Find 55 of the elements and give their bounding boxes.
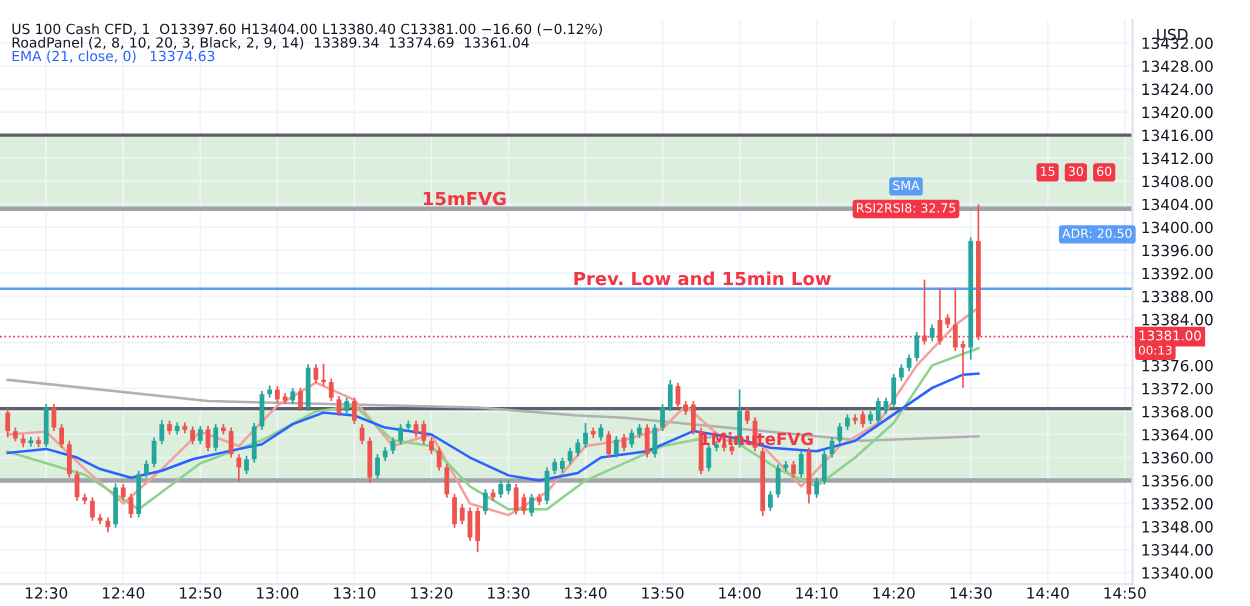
candlestick bbox=[821, 449, 827, 486]
candlestick bbox=[59, 423, 65, 449]
candlestick bbox=[367, 436, 373, 484]
candlestick bbox=[313, 363, 319, 385]
candlestick bbox=[421, 419, 427, 446]
candlestick bbox=[606, 430, 612, 459]
ref-line-label: Prev. Low and 15min Low bbox=[574, 271, 831, 286]
candlestick bbox=[305, 363, 311, 412]
candlestick bbox=[482, 488, 488, 516]
candlestick bbox=[5, 407, 11, 439]
candlestick bbox=[90, 496, 95, 522]
candlestick bbox=[197, 425, 203, 446]
candlestick bbox=[321, 362, 326, 387]
candlestick bbox=[475, 506, 481, 553]
candlestick bbox=[66, 439, 72, 479]
candlestick bbox=[375, 453, 380, 480]
candlestick bbox=[436, 446, 442, 472]
candlestick bbox=[583, 422, 588, 449]
candlestick bbox=[667, 378, 673, 412]
candlestick bbox=[952, 286, 958, 352]
candlestick bbox=[837, 422, 843, 446]
candlestick bbox=[644, 423, 650, 459]
candlestick bbox=[652, 423, 658, 459]
candlestick bbox=[251, 422, 257, 464]
candlestick bbox=[398, 423, 403, 446]
candlestick bbox=[43, 403, 49, 449]
candlestick bbox=[875, 396, 881, 425]
candlestick bbox=[814, 476, 820, 499]
candlestick bbox=[521, 492, 527, 516]
band-label: 15mFVG bbox=[423, 191, 506, 206]
candlestick bbox=[775, 463, 781, 499]
candlestick bbox=[244, 454, 249, 476]
candlestick bbox=[891, 373, 897, 409]
candlestick bbox=[690, 400, 696, 436]
candlestick bbox=[660, 403, 665, 432]
candlestick bbox=[613, 435, 619, 459]
candlestick bbox=[768, 490, 773, 512]
candlestick bbox=[136, 469, 142, 519]
candlestick bbox=[213, 423, 219, 453]
candlestick bbox=[298, 387, 303, 412]
candlestick bbox=[159, 419, 165, 446]
candlestick bbox=[798, 449, 804, 479]
candlestick bbox=[629, 428, 635, 449]
candlestick bbox=[352, 396, 357, 425]
candlestick bbox=[236, 453, 242, 482]
candlestick bbox=[922, 278, 927, 346]
candlestick bbox=[113, 482, 118, 529]
candlestick bbox=[452, 492, 457, 529]
candlestick bbox=[444, 463, 450, 499]
candlestick bbox=[228, 426, 234, 459]
candlestick bbox=[914, 331, 920, 363]
candlestick bbox=[513, 483, 519, 516]
candlestick bbox=[328, 377, 334, 402]
candlestick bbox=[529, 492, 534, 518]
candlestick bbox=[706, 443, 712, 473]
